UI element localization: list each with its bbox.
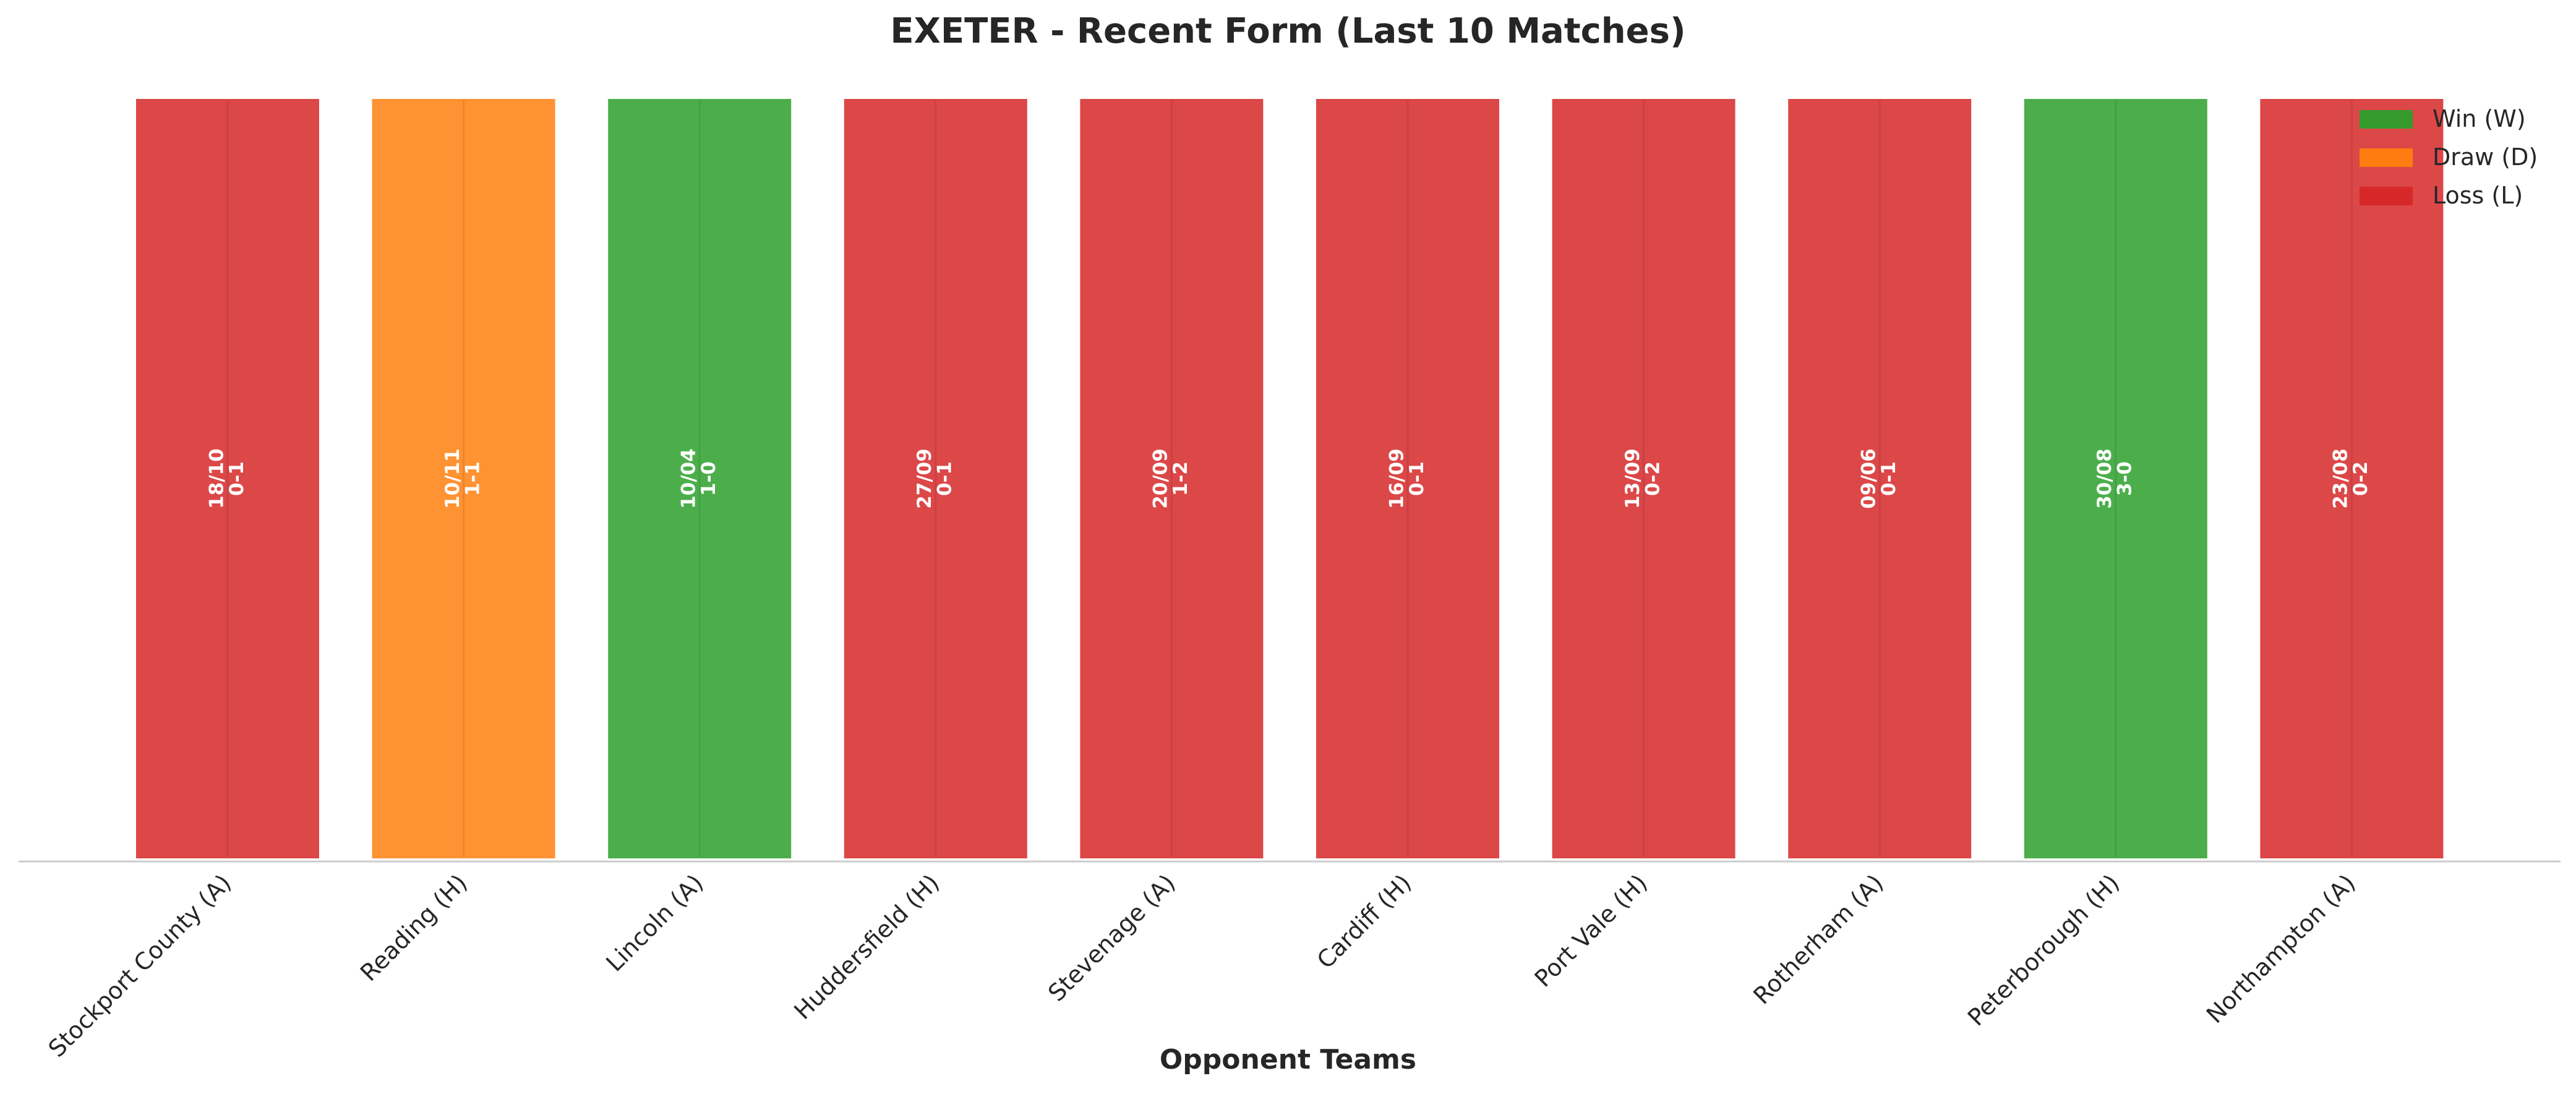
bar-date-label: 09/06 — [1857, 448, 1880, 509]
bar-8 — [1786, 96, 1974, 861]
bar-score-label: 3-0 — [2114, 461, 2136, 496]
legend-swatch-d — [2360, 148, 2413, 167]
bar-score-label: 0-2 — [2350, 461, 2372, 496]
bar-data-label: 20/091-2 — [1150, 448, 1192, 509]
bar-score-label: 0-2 — [1641, 461, 1664, 496]
x-tick-label: Port Vale (H) — [1530, 869, 1653, 992]
bar-data-label: 18/100-1 — [205, 448, 248, 509]
legend-label-d: Draw (D) — [2433, 143, 2538, 171]
bar-data-label: 10/041-0 — [677, 448, 720, 509]
bar-data-label: 27/090-1 — [914, 448, 956, 509]
bar-1 — [134, 96, 322, 861]
bar-date-label: 20/09 — [1150, 448, 1172, 509]
legend-label-l: Loss (L) — [2433, 182, 2523, 209]
bar-10 — [2257, 96, 2446, 861]
x-tick-label: Northampton (A) — [2201, 869, 2361, 1028]
bar-data-label: 09/060-1 — [1857, 448, 1900, 509]
bar-data-label: 30/083-0 — [2094, 448, 2136, 509]
x-tick-label: Lincoln (A) — [601, 869, 708, 976]
bar-date-label: 10/04 — [677, 448, 700, 509]
bar-score-label: 1-0 — [698, 461, 720, 496]
bar-date-label: 18/10 — [205, 448, 228, 509]
bars-layer: 18/100-1 10/111-1 10/041-0 27/090-1 20/091-2… — [134, 96, 2446, 861]
bar-data-label: 10/111-1 — [442, 448, 484, 509]
legend-swatch-w — [2360, 110, 2413, 129]
legend-label-w: Win (W) — [2433, 105, 2526, 132]
bar-9 — [2021, 96, 2210, 861]
bar-score-label: 0-1 — [934, 461, 956, 496]
bar-score-label: 1-1 — [461, 461, 484, 496]
x-tick-label: Peterborough (H) — [1962, 869, 2125, 1031]
x-axis-label: Opponent Teams — [1159, 1044, 1417, 1075]
bar-3 — [605, 96, 794, 861]
bar-2 — [369, 96, 558, 861]
legend-swatch-l — [2360, 187, 2413, 205]
bar-date-label: 16/09 — [1385, 448, 1408, 509]
x-tick-label: Stockport County (A) — [43, 869, 237, 1062]
bar-date-label: 23/08 — [2330, 448, 2352, 509]
bar-7 — [1549, 96, 1738, 861]
bar-score-label: 0-1 — [1406, 461, 1428, 496]
bar-4 — [841, 96, 1030, 861]
bar-date-label: 10/11 — [442, 448, 464, 509]
x-tick-label: Reading (H) — [355, 869, 473, 986]
bar-data-label: 16/090-1 — [1385, 448, 1428, 509]
bar-data-label: 13/090-2 — [1622, 448, 1664, 509]
bar-date-label: 30/08 — [2094, 448, 2116, 509]
tick-labels-layer: Stockport County (A) Reading (H) Lincoln (… — [43, 869, 2361, 1062]
x-tick-label: Huddersfield (H) — [789, 869, 944, 1025]
bar-score-label: 1-2 — [1170, 461, 1192, 496]
bar-6 — [1314, 96, 1502, 861]
bar-5 — [1077, 96, 1266, 861]
x-tick-label: Cardiff (H) — [1312, 869, 1417, 974]
bar-date-label: 27/09 — [914, 448, 936, 509]
bar-date-label: 13/09 — [1622, 448, 1644, 509]
bar-data-label: 23/080-2 — [2330, 448, 2373, 509]
chart-title: EXETER - Recent Form (Last 10 Matches) — [890, 11, 1686, 51]
x-tick-label: Stevenage (A) — [1043, 869, 1181, 1007]
x-tick-label: Rotherham (A) — [1748, 869, 1888, 1009]
bar-score-label: 0-1 — [226, 461, 248, 496]
bar-score-label: 0-1 — [1878, 461, 1900, 496]
legend: Win (W) Draw (D) Loss (L) — [2360, 105, 2538, 209]
